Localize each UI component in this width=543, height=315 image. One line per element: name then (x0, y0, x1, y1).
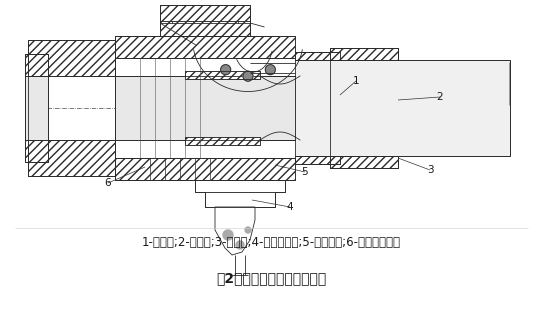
Bar (330, 48, 398, 60)
Bar (185, 71, 260, 79)
Text: 1: 1 (353, 76, 359, 86)
Circle shape (236, 241, 244, 249)
Text: 1-压力水;2-转轮侧;3-导轴承;4-双骨架油封;5-渗漏排水;6-推力径向轴承: 1-压力水;2-转轮侧;3-导轴承;4-双骨架油封;5-渗漏排水;6-推力径向轴… (142, 237, 401, 249)
Bar (25, 76, 48, 140)
Bar (160, 5, 250, 23)
Bar (28, 40, 115, 76)
Bar (28, 40, 115, 76)
Polygon shape (215, 207, 255, 255)
Bar (25, 54, 48, 76)
Bar (28, 140, 115, 176)
Bar (330, 48, 398, 60)
Text: 3: 3 (427, 165, 433, 175)
Bar (195, 180, 285, 192)
Bar (160, 21, 250, 36)
Bar (25, 54, 48, 76)
Bar (115, 158, 295, 180)
Bar (115, 36, 295, 58)
Text: 2: 2 (437, 92, 443, 102)
Circle shape (220, 65, 231, 75)
Text: 图2滑动推力、导轴承示意图: 图2滑动推力、导轴承示意图 (216, 271, 326, 285)
Circle shape (266, 65, 275, 75)
Bar (330, 156, 398, 168)
Bar (115, 158, 295, 180)
Bar (115, 76, 295, 140)
Bar (160, 21, 250, 36)
Bar (295, 60, 510, 156)
Bar (295, 52, 340, 60)
Bar (185, 137, 260, 145)
Bar (25, 140, 48, 162)
Bar (295, 156, 340, 164)
Text: 5: 5 (302, 167, 308, 177)
Bar (115, 36, 295, 58)
Bar (330, 156, 398, 168)
Bar (295, 52, 340, 60)
Bar (295, 156, 340, 164)
Bar (160, 5, 250, 23)
Circle shape (223, 230, 233, 240)
Text: 6: 6 (105, 178, 111, 188)
Text: 4: 4 (287, 202, 293, 212)
Circle shape (245, 227, 251, 233)
Bar (205, 192, 275, 207)
Bar (28, 140, 115, 176)
Circle shape (243, 71, 253, 81)
Bar (185, 71, 260, 79)
Bar (185, 137, 260, 145)
Bar (25, 140, 48, 162)
